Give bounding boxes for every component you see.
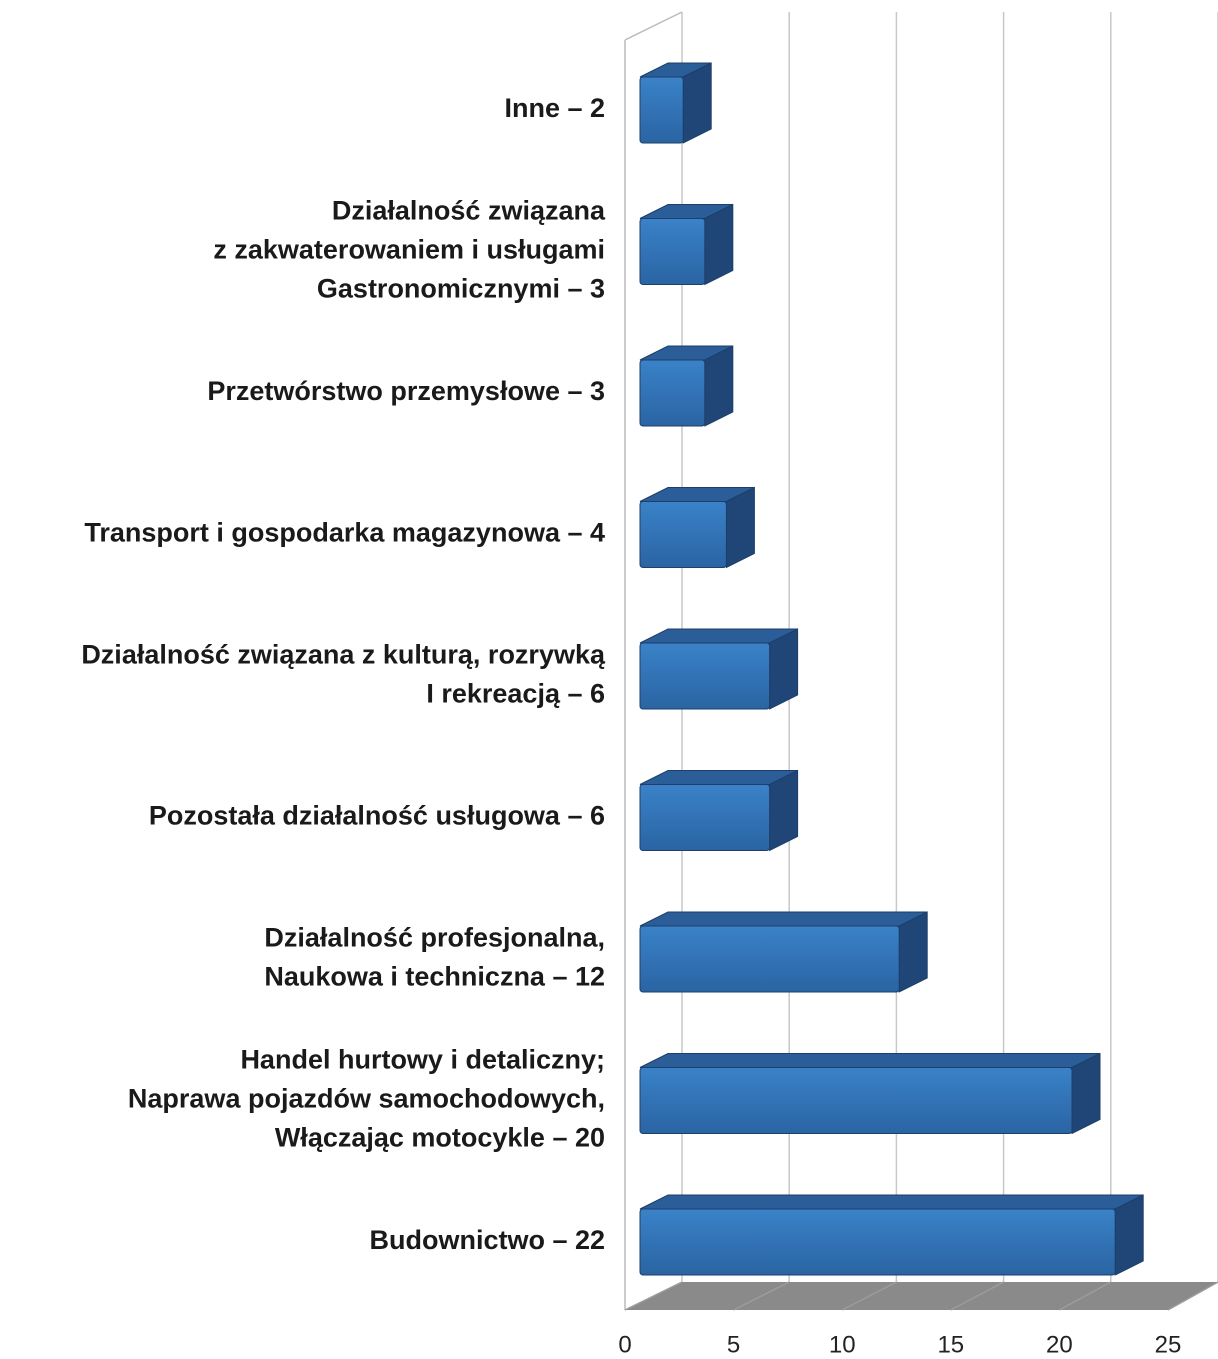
bar-top [639, 1053, 1101, 1068]
floor-grid-line [1059, 1281, 1112, 1311]
category-label: I rekreacją – 6 [426, 679, 605, 709]
bar-side [682, 62, 712, 144]
bar-top [639, 911, 928, 927]
x-tick-label: 15 [937, 1331, 964, 1358]
category-label: Działalność profesjonalna, [264, 923, 605, 953]
bar-side [1071, 1052, 1101, 1135]
x-tick-label: 20 [1046, 1331, 1073, 1358]
x-tick-label: 10 [829, 1331, 856, 1358]
left-wall-top [624, 11, 683, 41]
category-label: Naukowa i techniczna – 12 [264, 962, 605, 992]
category-label: Przetwórstwo przemysłowe – 3 [207, 376, 605, 406]
category-label: Gastronomicznymi – 3 [317, 274, 605, 304]
category-label: Działalność związana z kulturą, rozrywką [81, 640, 606, 670]
category-label: Działalność związana [332, 196, 606, 226]
bar [639, 1067, 1073, 1134]
x-tick-label: 25 [1155, 1331, 1182, 1358]
bar-top [639, 1194, 1144, 1210]
category-label: Handel hurtowy i detaliczny; [240, 1045, 605, 1075]
bar [639, 925, 900, 993]
bar-side [704, 203, 734, 286]
bar-side [769, 628, 799, 710]
x-tick-label: 0 [618, 1331, 631, 1358]
floor-grid-line [950, 1281, 1004, 1311]
bar-side [769, 769, 799, 852]
floor-grid-line [624, 1281, 683, 1311]
category-label: Włączając motocykle – 20 [275, 1123, 605, 1153]
bar-side [704, 345, 734, 427]
bar [639, 642, 771, 710]
bar-side [725, 486, 755, 569]
category-label: z zakwaterowaniem i usługami [213, 235, 605, 265]
bar-side [1114, 1194, 1144, 1276]
bar [639, 501, 727, 568]
x-tick-label: 5 [727, 1331, 740, 1358]
floor-grid-line [841, 1281, 897, 1311]
floor [625, 1282, 1218, 1310]
bar-side [898, 911, 928, 993]
bar [639, 359, 706, 427]
bar [639, 1208, 1116, 1276]
category-label: Pozostała działalność usługowa – 6 [149, 801, 605, 831]
category-label: Transport i gospodarka magazynowa – 4 [84, 518, 605, 548]
bar [639, 218, 706, 285]
category-label: Budownictwo – 22 [369, 1225, 605, 1255]
bar [639, 784, 771, 851]
floor-grid-line [733, 1281, 790, 1311]
category-label: Inne – 2 [504, 93, 605, 123]
bar [639, 76, 684, 144]
category-label: Naprawa pojazdów samochodowych, [128, 1084, 605, 1114]
floor-grid-line [1167, 1281, 1218, 1311]
